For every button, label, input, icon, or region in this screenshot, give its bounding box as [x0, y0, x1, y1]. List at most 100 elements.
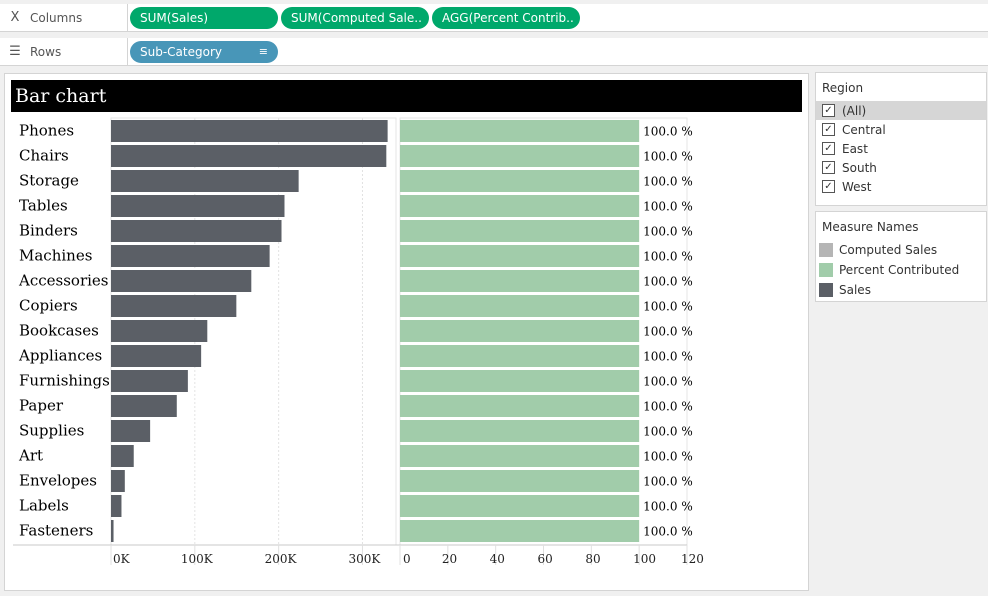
region-filter-item[interactable]: ✓ (All) — [816, 101, 986, 120]
percent-bar — [400, 120, 640, 142]
region-filter-label: East — [842, 141, 868, 156]
percent-data-label: 100.0 % — [643, 300, 693, 314]
sales-bar — [111, 345, 202, 367]
sales-tick-label: 0K — [113, 552, 131, 566]
percent-data-label: 100.0 % — [643, 325, 693, 339]
percent-data-label: 100.0 % — [643, 475, 693, 489]
legend-item[interactable]: Sales — [816, 280, 986, 300]
percent-bar — [400, 395, 640, 417]
legend-swatch — [819, 243, 833, 257]
legend-label: Sales — [839, 283, 871, 297]
percent-bar — [400, 520, 640, 542]
percent-data-label: 100.0 % — [643, 125, 693, 139]
measure-names-legend: Measure Names Computed Sales Percent Cont… — [815, 211, 987, 302]
percent-bar — [400, 270, 640, 292]
percent-data-label: 100.0 % — [643, 400, 693, 414]
percent-bar — [400, 370, 640, 392]
pill-sum-sales[interactable]: SUM(Sales) — [130, 6, 278, 29]
percent-data-label: 100.0 % — [643, 500, 693, 514]
percent-data-label: 100.0 % — [643, 525, 693, 539]
percent-data-label: 100.0 % — [643, 350, 693, 364]
percent-bar — [400, 220, 640, 242]
sales-bar — [111, 120, 388, 142]
percent-bar — [400, 170, 640, 192]
percent-bar — [400, 345, 640, 367]
percent-data-label: 100.0 % — [643, 450, 693, 464]
sales-bar — [111, 270, 252, 292]
sales-bar — [111, 220, 282, 242]
pill-sum-computed-sales[interactable]: SUM(Computed Sale.. — [281, 6, 429, 29]
sort-icon[interactable]: ≡ — [258, 45, 268, 58]
sales-bar — [111, 395, 177, 417]
sales-tick-label: 300K — [348, 552, 381, 566]
percent-bar — [400, 245, 640, 267]
legend-item[interactable]: Computed Sales — [816, 240, 986, 260]
category-label: Paper — [19, 397, 64, 415]
checkbox-icon[interactable]: ✓ — [822, 142, 835, 155]
percent-tick-label: 120 — [681, 552, 704, 566]
region-filter-label: South — [842, 160, 877, 175]
category-label: Envelopes — [19, 472, 97, 490]
columns-label: Columns — [30, 10, 83, 25]
sales-bar — [111, 320, 208, 342]
percent-bar — [400, 195, 640, 217]
rows-label: Rows — [30, 44, 62, 59]
pill-sub-category[interactable]: Sub-Category ≡ — [130, 40, 278, 63]
category-label: Chairs — [19, 147, 69, 165]
region-filter-item[interactable]: ✓ South — [816, 158, 986, 177]
region-filter-label: Central — [842, 122, 886, 137]
sales-tick-label: 200K — [265, 552, 298, 566]
rows-icon: ☰ — [9, 44, 21, 59]
bar-chart: Phones 100.0 % Chairs 100.0 % Storage 100.0 %… — [13, 117, 704, 566]
category-label: Copiers — [19, 297, 78, 315]
checkbox-icon[interactable]: ✓ — [822, 161, 835, 174]
legend-label: Computed Sales — [839, 243, 938, 257]
checkbox-icon[interactable]: ✓ — [822, 123, 835, 136]
region-filter-label: (All) — [842, 103, 867, 118]
sales-bar — [111, 245, 270, 267]
sales-tick-label: 100K — [181, 552, 214, 566]
percent-data-label: 100.0 % — [643, 225, 693, 239]
percent-bar — [400, 445, 640, 467]
percent-data-label: 100.0 % — [643, 375, 693, 389]
category-label: Fasteners — [19, 522, 93, 540]
region-filter-title: Region — [822, 81, 864, 95]
category-label: Accessories — [18, 272, 108, 290]
region-filter-item[interactable]: ✓ Central — [816, 120, 986, 139]
percent-tick-label: 0 — [403, 552, 411, 566]
sales-bar — [111, 420, 151, 442]
percent-bar — [400, 470, 640, 492]
legend-item[interactable]: Percent Contributed — [816, 260, 986, 280]
columns-shelf-label: Ⅹ Columns — [0, 4, 128, 31]
checkbox-icon[interactable]: ✓ — [822, 180, 835, 193]
percent-data-label: 100.0 % — [643, 200, 693, 214]
rows-shelf: ☰ Rows Sub-Category ≡ — [0, 38, 988, 66]
sales-bar — [111, 520, 114, 542]
percent-bar — [400, 320, 640, 342]
sheet-title: Bar chart — [11, 80, 802, 112]
sales-bar — [111, 470, 125, 492]
sales-bar — [111, 145, 387, 167]
percent-bar — [400, 295, 640, 317]
region-filter-item[interactable]: ✓ West — [816, 177, 986, 196]
region-filter-label: West — [842, 179, 872, 194]
percent-tick-label: 80 — [585, 552, 600, 566]
category-label: Phones — [19, 122, 74, 140]
region-filter-item[interactable]: ✓ East — [816, 139, 986, 158]
pill-agg-percent-contributed[interactable]: AGG(Percent Contrib.. — [432, 6, 580, 29]
percent-bar — [400, 145, 640, 167]
category-label: Tables — [19, 197, 68, 215]
percent-tick-label: 100 — [633, 552, 656, 566]
columns-icon: Ⅹ — [10, 10, 20, 25]
percent-data-label: 100.0 % — [643, 175, 693, 189]
percent-data-label: 100.0 % — [643, 425, 693, 439]
percent-tick-label: 60 — [538, 552, 553, 566]
percent-data-label: 100.0 % — [643, 250, 693, 264]
category-label: Binders — [19, 222, 78, 240]
checkbox-icon[interactable]: ✓ — [822, 104, 835, 117]
category-label: Bookcases — [19, 322, 99, 340]
sales-bar — [111, 495, 122, 517]
category-label: Supplies — [19, 422, 84, 440]
sales-bar — [111, 370, 188, 392]
legend-title: Measure Names — [822, 220, 919, 234]
